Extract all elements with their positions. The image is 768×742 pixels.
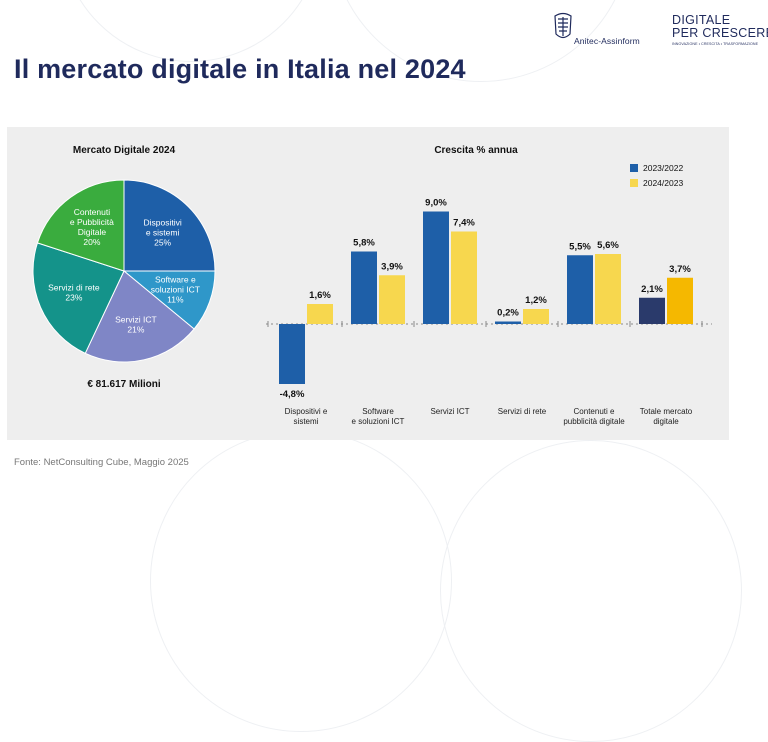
pie-slice-label-line: e Pubblicità — [70, 217, 114, 227]
bar-value-label: 0,2% — [497, 308, 519, 319]
category-label-line: Contenuti e — [574, 407, 615, 416]
legend-item-2024: 2024/2023 — [630, 175, 683, 190]
pie-slice-label-line: 20% — [83, 237, 100, 247]
anitec-assinform-logo: Anitec-Assinform — [552, 12, 684, 46]
category-label: Totale mercato digitale — [640, 407, 693, 426]
logo2-line2: PER CRESCERE — [672, 26, 768, 40]
bar-value-label: 3,7% — [669, 264, 691, 275]
category-label-line: Servizi di rete — [498, 407, 547, 416]
bar-value-label: 1,6% — [309, 290, 331, 301]
pie-slice-label: Servizi ICT 21% — [115, 314, 157, 334]
logo2-tagline: INNOVAZIONE • CRESCITA • TRASFORMAZIONE — [672, 42, 759, 46]
pie-slice-label-line: Software e — [155, 274, 196, 284]
bar-2024 — [523, 309, 549, 324]
bar-chart-legend: 2023/2022 2024/2023 — [630, 160, 683, 190]
legend-label-2023: 2023/2022 — [643, 162, 684, 173]
pie-slice — [84, 270, 195, 363]
pie-slice-label-line: Contenuti — [74, 207, 110, 217]
category-label: Servizi di rete — [498, 407, 547, 416]
bar-value-label: 3,9% — [381, 261, 403, 272]
bar-2023 — [639, 297, 665, 324]
bar-2024 — [379, 275, 405, 324]
bar-2024 — [667, 277, 693, 324]
legend-swatch-2023 — [630, 163, 638, 172]
category-label: Contenuti e pubblicità digitale — [563, 407, 625, 426]
bar-2023 — [495, 321, 521, 324]
pie-slice-label-line: soluzioni ICT — [151, 284, 200, 294]
bar-value-label: 2,1% — [641, 284, 663, 295]
category-label-line: e soluzioni ICT — [352, 417, 405, 426]
pie-slice-label-line: Digitale — [78, 227, 107, 237]
legend-swatch-2024 — [630, 178, 638, 187]
pie-slice-label-line: 11% — [167, 294, 184, 304]
legend-label-2024: 2024/2023 — [643, 177, 684, 188]
pie-slice-label-line: Servizi di rete — [48, 283, 100, 293]
bar-value-label: 5,6% — [597, 240, 619, 251]
pie-slice-label: Servizi di rete 23% — [48, 283, 100, 303]
bar-value-label: 1,2% — [525, 295, 547, 306]
category-label-line: Totale mercato — [640, 407, 693, 416]
pie-slice-label: Contenuti e Pubblicità Digitale 20% — [70, 207, 114, 247]
bar-value-label: 5,5% — [569, 241, 591, 252]
bar-2023 — [423, 211, 449, 324]
crest-icon — [554, 12, 572, 39]
pie-slice-label-line: 25% — [154, 237, 171, 247]
category-label: Dispositivi e sistemi — [285, 407, 328, 426]
bar-2023 — [279, 324, 305, 384]
bar-chart: -4,8% 1,6% Dispositivi e sistemi 5,8% 3,9% Sof… — [266, 198, 712, 426]
legend-item-2023: 2023/2022 — [630, 160, 683, 175]
pie-slice — [123, 179, 216, 272]
pie-slice-label-line: 21% — [127, 324, 144, 334]
pie-chart-total: € 81.617 Milioni — [87, 379, 161, 390]
bar-chart-title: Crescita % annua — [434, 145, 518, 156]
bar-2023 — [351, 251, 377, 324]
bar-value-label: -4,8% — [280, 389, 305, 400]
logo2-line1: DIGITALE — [672, 13, 731, 27]
pie-slice-label: Software e soluzioni ICT 11% — [151, 274, 200, 304]
category-label-line: digitale — [653, 417, 679, 426]
bar-2024 — [595, 254, 621, 324]
bar-value-label: 9,0% — [425, 198, 447, 209]
page-title: Il mercato digitale in Italia nel 2024 — [14, 54, 466, 84]
pie-slice — [36, 179, 125, 272]
bar-2024 — [451, 231, 477, 324]
pie-slice-label-line: e sistemi — [146, 227, 180, 237]
pie-chart: Dispositivi e sistemi 25% Software e soluzio… — [32, 179, 216, 363]
category-label-line: pubblicità digitale — [563, 417, 625, 426]
bar-2023 — [567, 255, 593, 324]
bar-2024 — [307, 304, 333, 324]
digitale-per-crescere-logo: DIGITALE PER CRESCERE INNOVAZIONE • CRES… — [672, 13, 768, 47]
logo1-name: Anitec-Assinform — [574, 36, 640, 46]
category-label-line: Dispositivi e — [285, 407, 328, 416]
bar-value-label: 7,4% — [453, 218, 475, 229]
pie-slice-label-line: Servizi ICT — [115, 314, 157, 324]
source-note: Fonte: NetConsulting Cube, Maggio 2025 — [14, 457, 189, 468]
pie-slice-label-line: Dispositivi — [143, 217, 181, 227]
pie-chart-title: Mercato Digitale 2024 — [72, 145, 176, 156]
category-label-line: Servizi ICT — [430, 407, 469, 416]
category-label: Servizi ICT — [430, 407, 469, 416]
pie-slice-label-line: 23% — [65, 293, 82, 303]
pie-slice-label: Dispositivi e sistemi 25% — [143, 217, 181, 247]
category-label-line: sistemi — [294, 417, 319, 426]
category-label: Software e soluzioni ICT — [352, 407, 405, 426]
pie-slice — [32, 242, 125, 355]
bar-value-label: 5,8% — [353, 238, 375, 249]
category-label-line: Software — [362, 407, 394, 416]
